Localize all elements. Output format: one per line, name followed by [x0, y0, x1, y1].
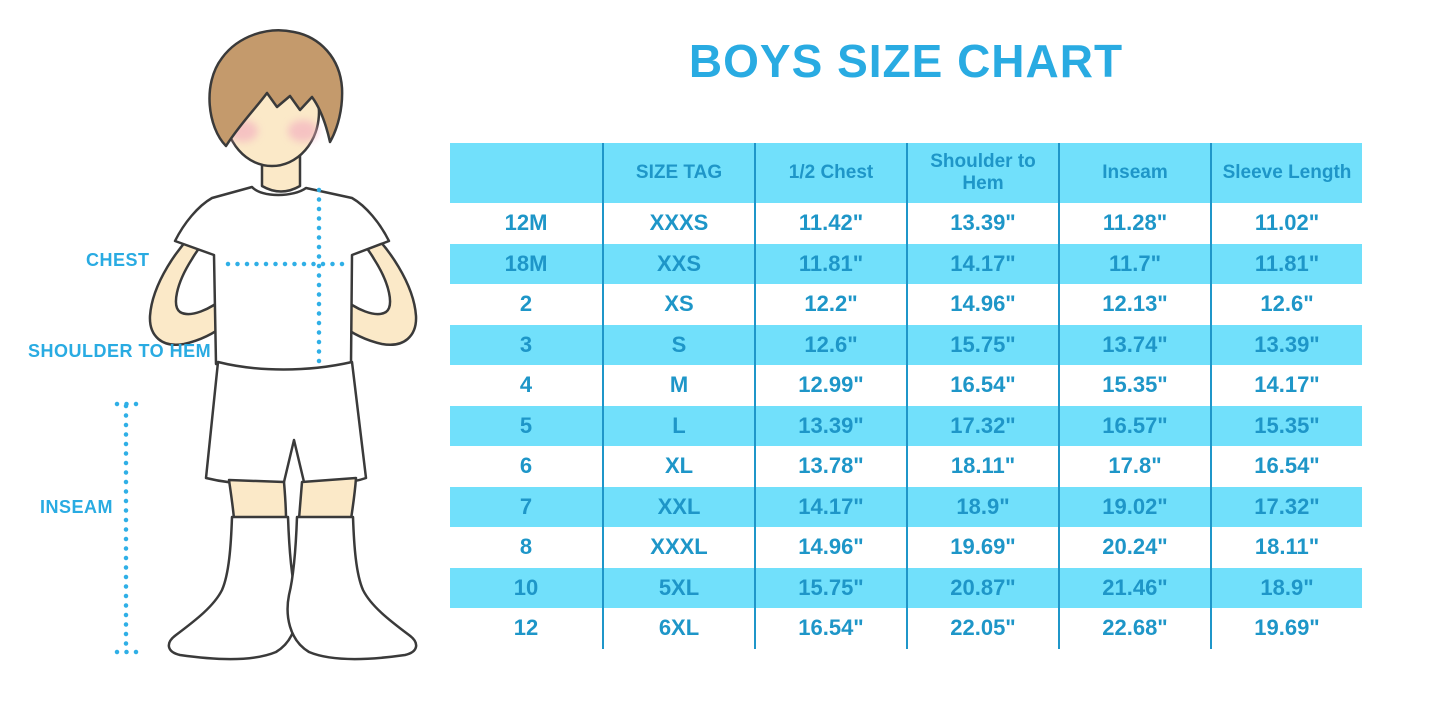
- page-title: BOYS SIZE CHART: [688, 35, 1124, 87]
- table-row: 5 L 13.39" 17.32" 16.57" 15.35": [450, 405, 1362, 446]
- table-cell: 11.81": [1210, 243, 1362, 284]
- table-cell: 11.28": [1058, 203, 1210, 244]
- table-cell: 13.78": [754, 446, 906, 487]
- column-header-size: [450, 143, 602, 203]
- boy-shorts: [204, 360, 368, 485]
- column-header-half-chest: 1/2 Chest: [754, 143, 906, 203]
- table-cell: 11.81": [754, 243, 906, 284]
- table-cell: 14.17": [1210, 365, 1362, 406]
- column-header-sleeve-length: Sleeve Length: [1210, 143, 1362, 203]
- table-cell: 22.68": [1058, 608, 1210, 649]
- table-row: 6 XL 13.78" 18.11" 17.8" 16.54": [450, 446, 1362, 487]
- table-cell: 6: [519, 453, 533, 479]
- table-cell: 12.99": [754, 365, 906, 406]
- table-cell: 22.05": [906, 608, 1058, 649]
- table-row: 12M XXXS 11.42" 13.39" 11.28" 11.02": [450, 203, 1362, 244]
- table-cell: 20.87": [906, 567, 1058, 608]
- table-cell: 3: [519, 331, 533, 357]
- table-cell: 2: [519, 291, 533, 317]
- table-cell: 10: [513, 574, 539, 600]
- table-row: 10 5XL 15.75" 20.87" 21.46" 18.9": [450, 567, 1362, 608]
- table-cell: 12.6": [754, 324, 906, 365]
- table-cell: XXS: [602, 243, 754, 284]
- table-cell: 12.6": [1210, 284, 1362, 325]
- measurement-dotted-lines: [114, 187, 346, 655]
- table-cell: 11.02": [1210, 203, 1362, 244]
- table-cell: 11.42": [754, 203, 906, 244]
- table-cell: 14.17": [906, 243, 1058, 284]
- table-cell: 5: [519, 412, 533, 438]
- table-cell: 12M: [504, 210, 548, 236]
- table-cell: 17.8": [1058, 446, 1210, 487]
- table-cell: XXL: [602, 486, 754, 527]
- table-cell: 14.96": [906, 284, 1058, 325]
- table-cell: 7: [519, 493, 533, 519]
- table-row: 4 M 12.99" 16.54" 15.35" 14.17": [450, 365, 1362, 406]
- table-cell: 19.69": [1210, 608, 1362, 649]
- table-cell: 18M: [504, 250, 548, 276]
- table-cell: XXXS: [602, 203, 754, 244]
- table-cell: L: [602, 405, 754, 446]
- table-cell: 8: [519, 534, 533, 560]
- table-cell: 12: [513, 615, 539, 641]
- chest-label: CHEST: [86, 250, 150, 270]
- table-cell: 21.46": [1058, 567, 1210, 608]
- table-cell: 13.74": [1058, 324, 1210, 365]
- table-row: 12 6XL 16.54" 22.05" 22.68" 19.69": [450, 608, 1362, 649]
- boy-legs: [227, 476, 358, 521]
- table-cell: 15.35": [1210, 405, 1362, 446]
- table-cell: 16.54": [754, 608, 906, 649]
- table-cell: XS: [602, 284, 754, 325]
- size-table-body: 12M XXXS 11.42" 13.39" 11.28" 11.02" 18M…: [450, 203, 1362, 649]
- table-cell: 4: [519, 372, 533, 398]
- table-cell: 17.32": [906, 405, 1058, 446]
- table-cell: 18.11": [906, 446, 1058, 487]
- table-cell: 14.96": [754, 527, 906, 568]
- table-cell: M: [602, 365, 754, 406]
- table-cell: 20.24": [1058, 527, 1210, 568]
- boy-figure-illustration: [114, 29, 418, 661]
- table-cell: 14.17": [754, 486, 906, 527]
- table-cell: 13.39": [906, 203, 1058, 244]
- table-cell: 16.54": [906, 365, 1058, 406]
- table-cell: 19.02": [1058, 486, 1210, 527]
- table-cell: 16.54": [1210, 446, 1362, 487]
- table-cell: 19.69": [906, 527, 1058, 568]
- boy-hair: [208, 29, 344, 148]
- size-table-header: SIZE TAG 1/2 Chest Shoulder to Hem Insea…: [450, 143, 1362, 203]
- table-cell: 5XL: [602, 567, 754, 608]
- shoulder-to-hem-label: SHOULDER TO HEM: [28, 341, 212, 361]
- table-cell: 15.35": [1058, 365, 1210, 406]
- table-row: 8 XXXL 14.96" 19.69" 20.24" 18.11": [450, 527, 1362, 568]
- table-cell: 12.13": [1058, 284, 1210, 325]
- size-table: SIZE TAG 1/2 Chest Shoulder to Hem Insea…: [450, 143, 1362, 649]
- table-cell: 16.57": [1058, 405, 1210, 446]
- table-cell: 12.2": [754, 284, 906, 325]
- table-cell: 13.39": [1210, 324, 1362, 365]
- table-cell: XL: [602, 446, 754, 487]
- table-cell: 18.9": [906, 486, 1058, 527]
- table-cell: 17.32": [1210, 486, 1362, 527]
- table-cell: 15.75": [906, 324, 1058, 365]
- table-cell: 13.39": [754, 405, 906, 446]
- table-cell: 18.9": [1210, 567, 1362, 608]
- table-cell: 11.7": [1058, 243, 1210, 284]
- inseam-label: INSEAM: [40, 497, 114, 517]
- column-header-size-tag: SIZE TAG: [602, 143, 754, 203]
- table-row: 7 XXL 14.17" 18.9" 19.02" 17.32": [450, 486, 1362, 527]
- table-cell: S: [602, 324, 754, 365]
- column-header-shoulder-to-hem: Shoulder to Hem: [906, 143, 1058, 203]
- column-header-inseam: Inseam: [1058, 143, 1210, 203]
- table-row: 2 XS 12.2" 14.96" 12.13" 12.6": [450, 284, 1362, 325]
- table-cell: 6XL: [602, 608, 754, 649]
- table-row: 18M XXS 11.81" 14.17" 11.7" 11.81": [450, 243, 1362, 284]
- table-row: 3 S 12.6" 15.75" 13.74" 13.39": [450, 324, 1362, 365]
- table-cell: 15.75": [754, 567, 906, 608]
- table-cell: XXXL: [602, 527, 754, 568]
- boy-socks: [167, 515, 418, 661]
- table-cell: 18.11": [1210, 527, 1362, 568]
